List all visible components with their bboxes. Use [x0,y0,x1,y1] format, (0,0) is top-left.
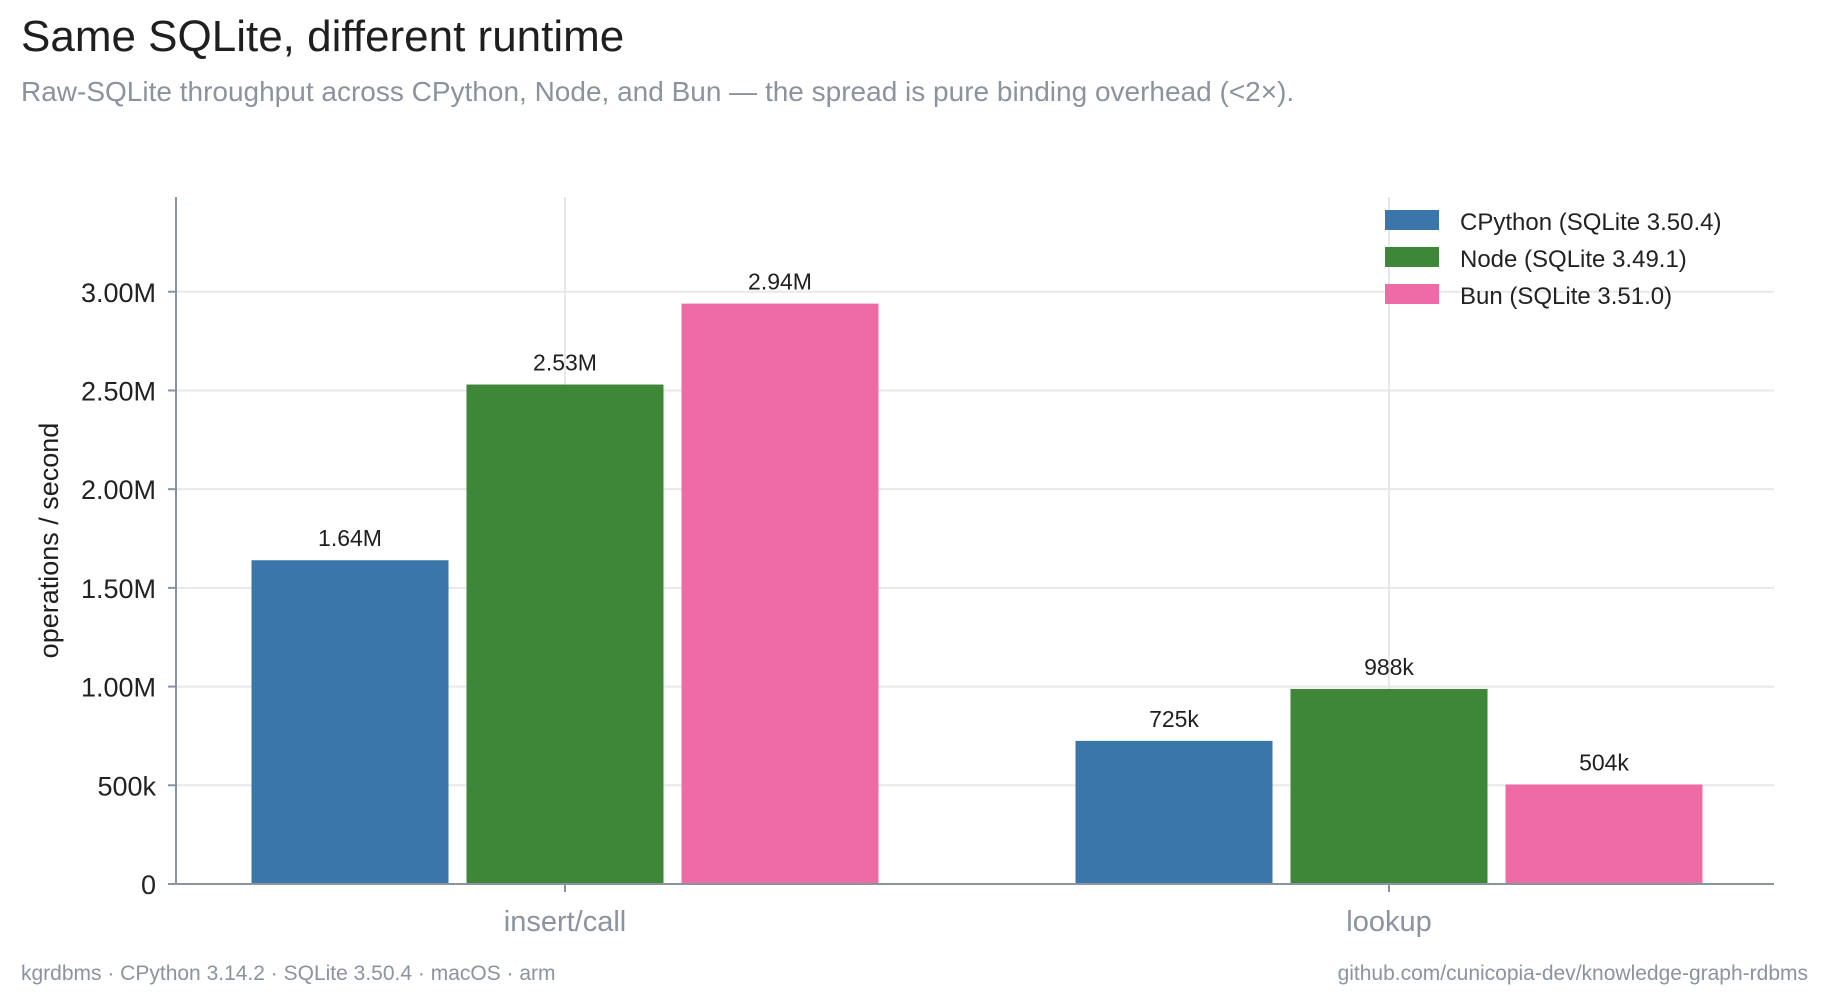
bar [251,560,449,884]
y-tick-label: 1.00M [81,673,156,703]
legend-label: Bun (SQLite 3.51.0) [1460,283,1672,310]
legend-swatch [1385,247,1439,267]
chart-subtitle: Raw-SQLite throughput across CPython, No… [21,76,1295,107]
x-category-label: lookup [1346,906,1431,938]
bar-value-label: 1.64M [318,525,382,551]
bar [1290,688,1488,884]
bar-value-label: 504k [1579,750,1629,776]
footer-left: kgrdbms · CPython 3.14.2 · SQLite 3.50.4… [21,962,556,985]
y-axis-title: operations / second [34,423,64,659]
y-tick-label: 2.50M [81,376,156,406]
x-category-label: insert/call [504,906,627,938]
legend-label: Node (SQLite 3.49.1) [1460,246,1687,273]
bar [1505,784,1703,884]
y-tick-label: 2.00M [81,475,156,505]
legend-swatch [1385,210,1439,230]
bar-value-label: 725k [1149,706,1199,732]
y-tick-label: 3.00M [81,278,156,308]
data-labels: 1.64M 2.53M 2.94M 725k 988k 504k [318,269,1629,776]
bar [681,303,879,884]
footer-right: github.com/cunicopia-dev/knowledge-graph… [1337,962,1808,985]
bars [251,303,1703,884]
chart-title: Same SQLite, different runtime [21,12,625,61]
y-tick-label: 0 [141,870,156,900]
bar-value-label: 2.53M [533,350,597,376]
bar-value-label: 2.94M [748,269,812,295]
bar [466,384,664,884]
y-tick-label: 500k [97,771,156,801]
bar-value-label: 988k [1364,654,1414,680]
legend-swatch [1385,284,1439,304]
y-tick-label: 1.50M [81,574,156,604]
legend-label: CPython (SQLite 3.50.4) [1460,209,1721,236]
axes: 0 500k 1.00M 1.50M 2.00M 2.50M 3.00M insert/cal… [34,197,1774,938]
bar [1075,740,1273,884]
legend: CPython (SQLite 3.50.4) Node (SQLite 3.49… [1385,209,1721,310]
